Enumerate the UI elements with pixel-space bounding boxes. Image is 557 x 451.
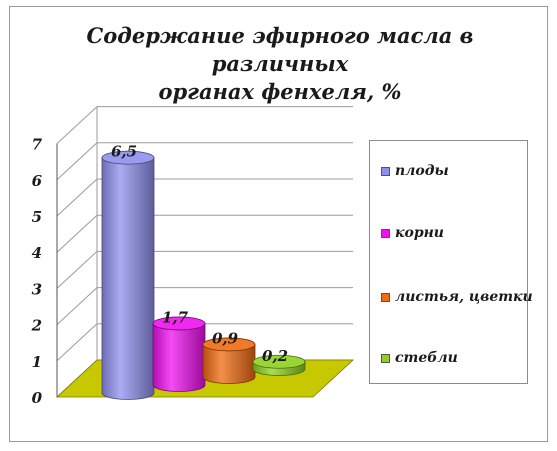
gridline-side-3 [56,251,98,289]
y-tick-label-7: 7 [32,136,43,154]
y-tick-label-6: 6 [32,172,43,190]
y-tick-label-3: 3 [32,280,42,298]
data-label-3: 0,2 [262,347,288,365]
chart-legend: плоды корни листья, цветки стебли [369,140,533,384]
y-tick-label-5: 5 [32,208,42,226]
legend-item-1: корни [381,223,444,243]
data-label-0: 6,5 [111,143,137,161]
bar-стебли: 0,2 [252,347,306,376]
y-tick-label-1: 1 [32,353,42,371]
data-label-2: 0,9 [212,329,239,347]
bar-листья-цветки: 0,9 [202,329,256,384]
legend-swatch-2 [381,292,390,302]
chart-title: Содержание эфирного масла в различных ор… [30,22,530,106]
bar-корни: 1,7 [152,308,206,392]
gridline-side-2 [56,287,98,325]
bar-body-1 [152,323,206,392]
y-tick-label-4: 4 [32,244,42,262]
legend-item-0: плоды [381,161,449,181]
gridline-side-4 [56,214,98,253]
legend-swatch-1 [381,228,390,238]
gridline-side-1 [56,323,98,362]
y-tick-label-0: 0 [32,389,43,407]
bar-top-2 [202,337,256,352]
chart-title-line-1: Содержание эфирного масла в различных [86,23,474,76]
legend-item-3: стебли [381,348,458,368]
legend-swatch-3 [381,353,390,363]
bar-top-3 [252,354,306,369]
legend-label-2: листья, цветки [395,289,533,305]
bar-body-0 [101,157,155,400]
bar-top-0 [101,150,155,165]
bar-top-1 [152,316,206,331]
legend-label-1: корни [395,225,444,241]
legend-swatch-0 [381,166,390,176]
y-tick-label-2: 2 [31,317,42,335]
data-label-1: 1,7 [162,308,189,326]
chart-title-line-2: органах фенхеля, % [158,79,402,104]
gridline-side-6 [56,142,98,181]
gridline-side-7 [56,106,98,144]
legend-item-2: листья, цветки [381,287,533,307]
bar-плоды: 6,5 [101,143,155,400]
gridline-side-5 [56,178,98,217]
legend-label-0: плоды [395,163,449,179]
bar-body-2 [202,344,256,384]
legend-label-3: стебли [395,350,458,366]
